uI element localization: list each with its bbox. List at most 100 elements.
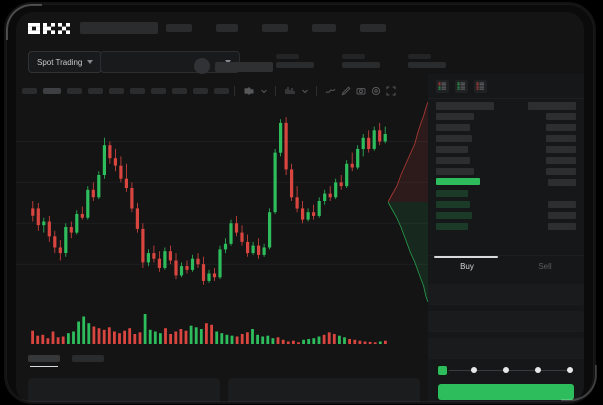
pencil-icon[interactable] [339, 85, 352, 98]
orderbook-row[interactable] [436, 201, 576, 212]
orderbook-price-cell [436, 223, 468, 230]
nav-item-1[interactable] [166, 24, 192, 32]
orderbook-row[interactable] [436, 168, 576, 179]
orderbook-size-cell [548, 179, 576, 186]
amount-slider[interactable] [438, 366, 574, 376]
tab-sell[interactable]: Sell [538, 262, 552, 271]
order-form-divider [428, 255, 584, 256]
orderbook-row[interactable] [436, 178, 576, 190]
frame-corner-shine-bottom-right [561, 365, 597, 401]
market-depth-overlay [388, 102, 428, 302]
stat-label [408, 54, 431, 59]
orderbook-price-cell [436, 146, 468, 153]
tab-open-orders[interactable] [28, 355, 60, 367]
market-stat-1 [276, 54, 314, 78]
bottom-tabs [28, 355, 104, 367]
timeframe-10[interactable] [214, 88, 229, 94]
chevron-down-icon[interactable] [298, 85, 311, 98]
chevron-down-icon[interactable] [257, 85, 270, 98]
fullscreen-icon[interactable] [384, 85, 397, 98]
nav-item-4[interactable] [312, 24, 336, 32]
orderbook-list[interactable] [436, 102, 576, 234]
main-nav [166, 24, 386, 32]
bottom-cards [28, 378, 420, 402]
timeframe-7[interactable] [151, 88, 166, 94]
orderbook-row[interactable] [436, 113, 576, 124]
camera-icon[interactable] [354, 85, 367, 98]
chart-toolbar [16, 82, 428, 100]
device-screen: Spot Trading [16, 12, 584, 402]
orderbook-row[interactable] [436, 135, 576, 146]
orderbook-price-cell [436, 157, 470, 164]
market-stat-3 [408, 54, 446, 78]
market-type-label: Spot Trading [37, 57, 83, 67]
price-field[interactable] [428, 284, 584, 305]
orderbook-size-cell [548, 201, 576, 208]
orderbook-price-cell [436, 178, 480, 185]
coin-avatar [194, 58, 210, 74]
timeframe-9[interactable] [193, 88, 208, 94]
tablet-device-frame: Spot Trading [6, 4, 594, 402]
stat-label [342, 54, 365, 59]
candlestick-icon[interactable] [242, 85, 255, 98]
bottom-card-2[interactable] [228, 378, 420, 402]
orderbook-mode-bids-icon[interactable] [455, 80, 468, 93]
bottom-card-1[interactable] [28, 378, 220, 402]
volume-chart [16, 308, 428, 350]
frame-corner-shine-top-left [6, 4, 42, 40]
orderbook-size-cell [528, 102, 576, 110]
active-side-indicator [434, 256, 498, 258]
nav-item-3[interactable] [262, 24, 288, 32]
line-tool-icon[interactable] [324, 85, 337, 98]
panel-divider [428, 98, 584, 99]
amount-field[interactable] [428, 311, 584, 332]
orderbook-row[interactable] [436, 212, 576, 223]
slider-handle[interactable] [438, 366, 447, 375]
orderbook-price-cell [436, 135, 472, 142]
slider-stop-50[interactable] [503, 367, 509, 373]
orderbook-row[interactable] [436, 146, 576, 157]
orderbook-price-cell [436, 212, 472, 219]
price-chart[interactable] [16, 102, 428, 302]
timeframe-3[interactable] [67, 88, 82, 94]
timeframe-4[interactable] [88, 88, 103, 94]
orderbook-price-cell [436, 102, 494, 110]
timeframe-5[interactable] [109, 88, 124, 94]
timeframe-1[interactable] [22, 88, 37, 94]
orderbook-row[interactable] [436, 102, 576, 113]
search-input[interactable] [80, 22, 158, 34]
tab-buy[interactable]: Buy [460, 262, 474, 271]
coin-name-label [215, 62, 273, 72]
orderbook-price-cell [436, 113, 474, 120]
orderbook-mode-asks-icon[interactable] [474, 80, 487, 93]
orderbook-row[interactable] [436, 157, 576, 168]
nav-item-2[interactable] [216, 24, 238, 32]
orderbook-size-cell [546, 168, 576, 175]
tab-order-history[interactable] [72, 355, 104, 362]
slider-stop-75[interactable] [535, 367, 541, 373]
orderbook-row[interactable] [436, 124, 576, 135]
chevron-down-icon [87, 60, 94, 64]
orderbook-row[interactable] [436, 223, 576, 234]
orderbook-mode-both-icon[interactable] [436, 80, 449, 93]
indicator-icon[interactable] [283, 85, 296, 98]
slider-stop-25[interactable] [471, 367, 477, 373]
timeframe-2[interactable] [43, 88, 61, 94]
settings-icon[interactable] [369, 85, 382, 98]
orderbook-size-cell [546, 157, 576, 164]
orderbook-row[interactable] [436, 190, 576, 201]
toolbar-divider [275, 86, 276, 96]
tab-label [72, 355, 104, 362]
submit-buy-button[interactable] [438, 384, 574, 400]
stat-value [276, 62, 314, 68]
timeframe-6[interactable] [130, 88, 145, 94]
total-field[interactable] [428, 338, 584, 359]
tab-label [28, 355, 60, 362]
tab-active-underline [30, 366, 58, 367]
orderbook-view-modes [436, 80, 487, 93]
nav-item-5[interactable] [360, 24, 386, 32]
stat-value [342, 62, 380, 68]
market-type-selector[interactable]: Spot Trading [28, 51, 103, 73]
timeframe-8[interactable] [172, 88, 187, 94]
